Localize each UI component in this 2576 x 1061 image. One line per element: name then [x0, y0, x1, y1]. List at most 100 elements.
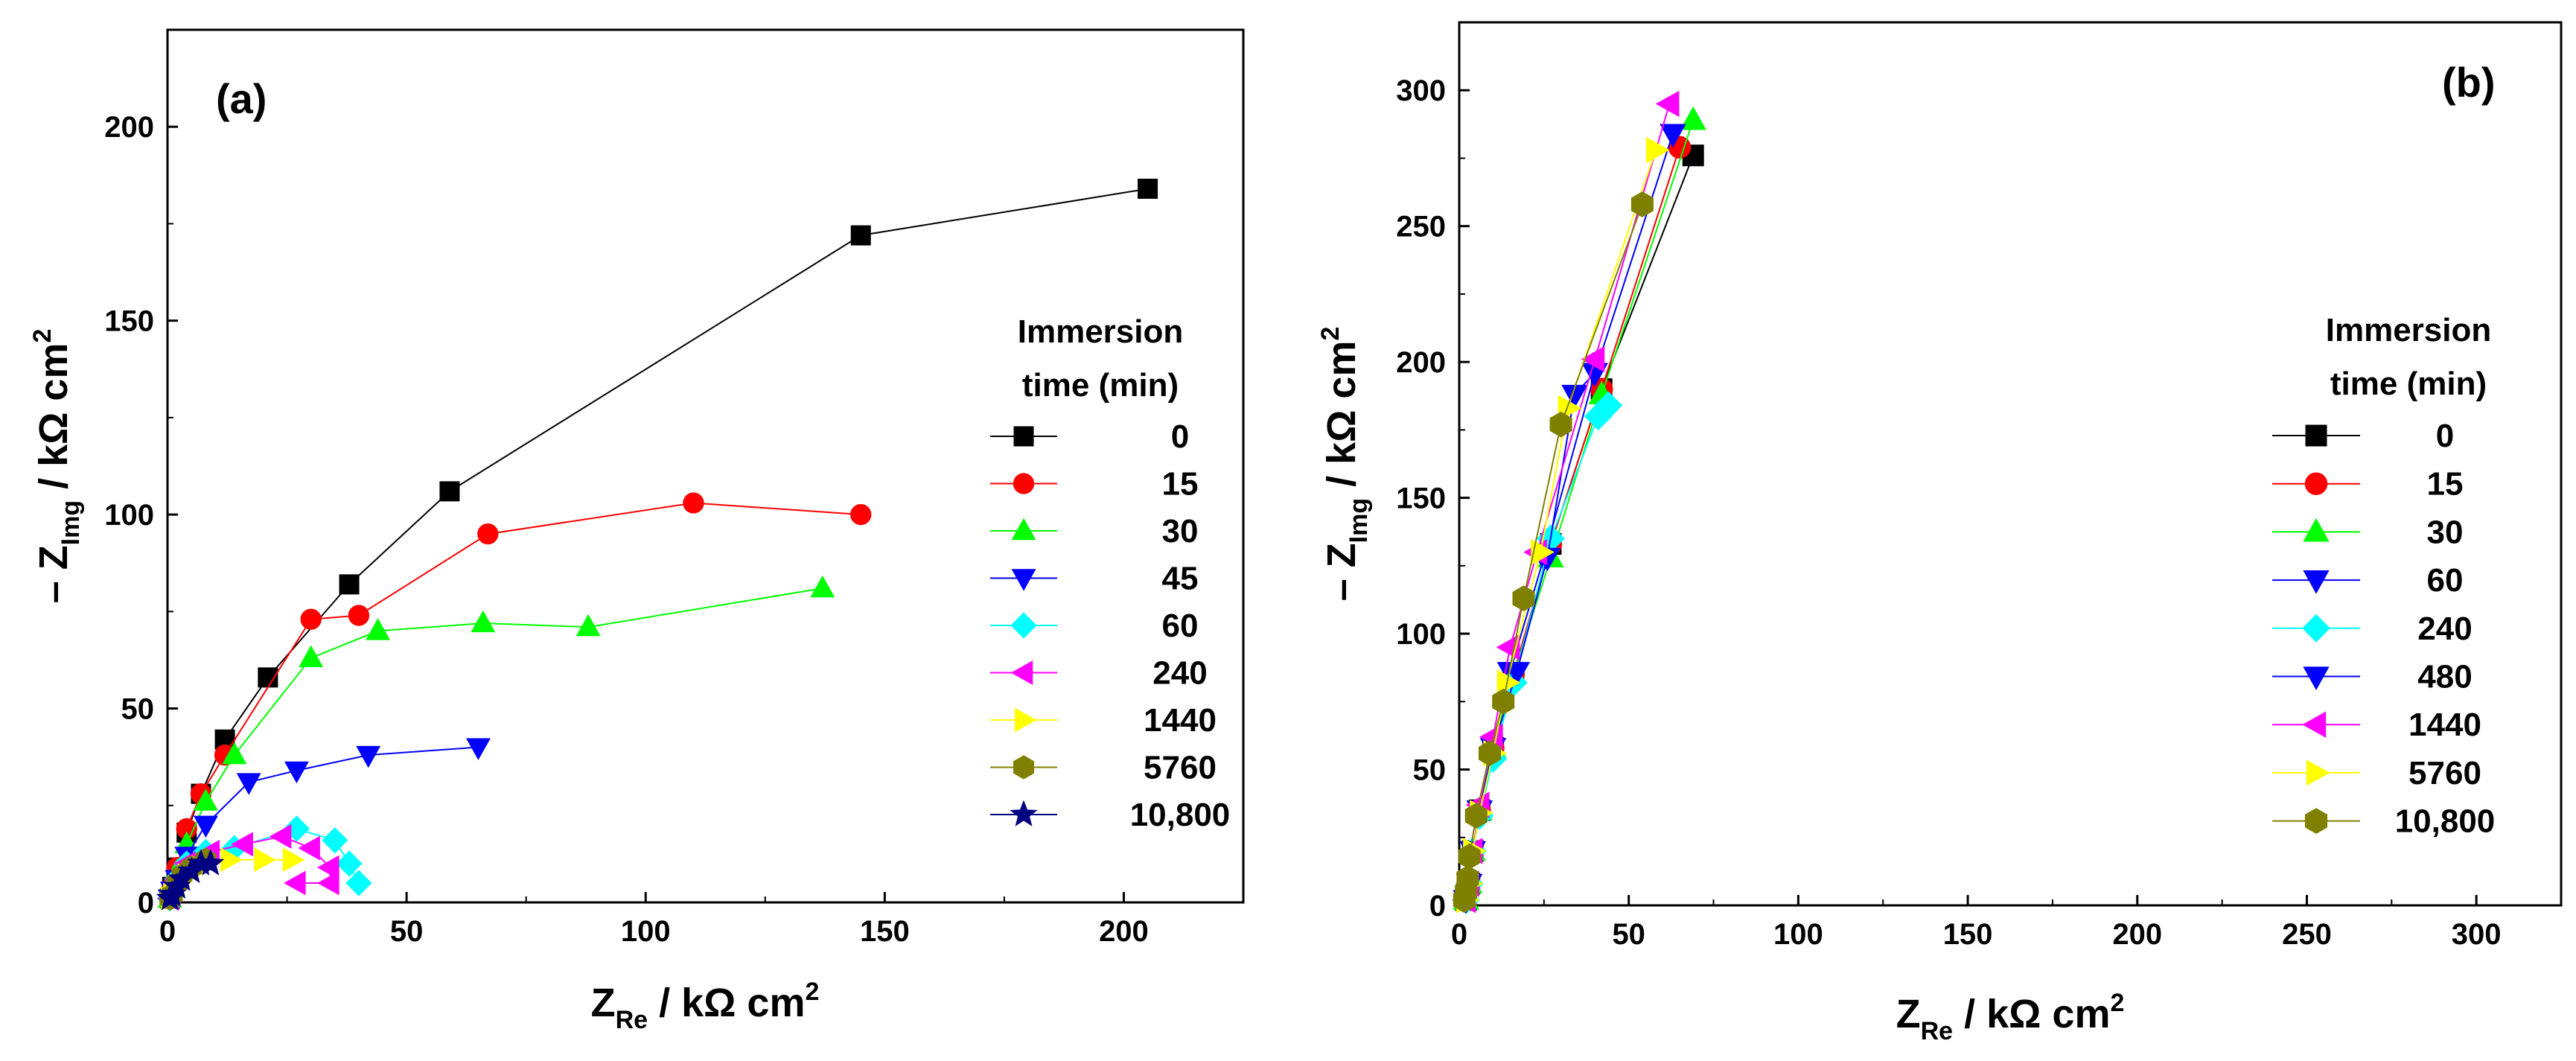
series-line — [169, 587, 823, 899]
legend-item: 0 — [2272, 418, 2454, 454]
data-point — [254, 847, 276, 873]
legend-label: 45 — [1162, 561, 1199, 597]
series-10800 — [1453, 191, 1654, 914]
data-point — [1512, 585, 1535, 612]
legend-marker — [1011, 569, 1036, 591]
x-tick-label: 50 — [390, 915, 424, 948]
legend-item: 240 — [2272, 611, 2473, 647]
data-point — [282, 847, 305, 873]
series-line — [169, 502, 861, 899]
data-point — [298, 835, 320, 861]
legend-item: 10,800 — [2272, 803, 2495, 840]
legend-label: 15 — [2427, 466, 2464, 503]
legend-label: 5760 — [1144, 750, 1217, 786]
y-axis-title-sub: Img — [57, 500, 85, 545]
y-tick-label: 50 — [121, 693, 155, 726]
legend-items-a: 0 15 30 45 60 240 1440 5760 10,800 — [990, 418, 1230, 833]
legend-label: 60 — [2427, 562, 2464, 599]
series-line — [1465, 120, 1695, 900]
data-point — [197, 849, 225, 876]
y-tick-label: 0 — [138, 887, 154, 920]
legend-a: Immersion time (min) 0 15 30 45 60 240 1440 576… — [990, 313, 1230, 833]
legend-item: 15 — [990, 466, 1198, 503]
data-point — [683, 492, 704, 514]
data-point — [576, 614, 601, 637]
data-point — [1581, 345, 1605, 373]
legend-marker — [2302, 614, 2330, 643]
legend-title-line2: time (min) — [2330, 366, 2487, 402]
data-point — [810, 575, 835, 598]
legend-label: 30 — [2427, 514, 2464, 550]
plot-frame-b — [1458, 21, 2563, 907]
legend-title-line1: Immersion — [1018, 313, 1184, 350]
y-tick-label: 300 — [1396, 74, 1446, 107]
legend-label: 240 — [2417, 611, 2472, 647]
legend-item: 240 — [990, 655, 1208, 692]
data-point — [193, 788, 218, 811]
series-0 — [1455, 144, 1704, 911]
data-point — [222, 742, 247, 765]
x-axis-title-unit: / kΩ cm — [648, 981, 805, 1025]
legend-item: 0 — [990, 418, 1189, 455]
data-point — [1561, 384, 1588, 409]
x-tick-label: 50 — [1612, 918, 1645, 951]
y-tick-label: 150 — [104, 305, 154, 338]
legend-item: 60 — [2272, 562, 2463, 599]
legend-item: 1440 — [990, 702, 1217, 739]
x-tick-label: 100 — [1773, 918, 1823, 951]
legend-title-line1: Immersion — [2326, 312, 2492, 348]
legend-marker — [2303, 570, 2330, 594]
legend-marker — [2304, 808, 2328, 834]
data-point — [284, 761, 309, 784]
series-layer-a — [156, 179, 1158, 912]
legend-label: 30 — [1162, 513, 1199, 549]
legend-marker — [1011, 517, 1036, 541]
y-axis-title-b: – ZImg / kΩ cm2 — [1316, 327, 1373, 602]
data-point — [348, 605, 370, 626]
data-point — [317, 870, 339, 896]
data-point — [1680, 106, 1706, 130]
x-axis-title-sub: Re — [616, 1006, 648, 1034]
data-point — [1458, 843, 1481, 870]
legend-title-line2: time (min) — [1022, 367, 1179, 404]
series-0 — [159, 179, 1158, 909]
data-point — [284, 870, 306, 896]
data-point — [1464, 803, 1488, 829]
data-point — [1549, 411, 1572, 438]
data-point — [471, 610, 496, 633]
y-axis-title-unit: / kΩ cm — [31, 343, 76, 500]
legend-label: 60 — [1162, 608, 1199, 644]
data-point — [850, 503, 872, 526]
y-tick-label: 0 — [1429, 890, 1446, 923]
y-tick-label: 200 — [1396, 346, 1446, 379]
y-axis-title-sup: 2 — [1316, 327, 1345, 341]
data-point — [317, 855, 339, 880]
data-point — [1594, 391, 1623, 420]
legend-marker — [1013, 473, 1035, 494]
y-axis-title-prefix: – Z — [1319, 543, 1364, 601]
x-tick-label: 150 — [860, 915, 910, 948]
data-point — [336, 850, 363, 877]
data-point — [850, 225, 871, 246]
data-point — [193, 815, 218, 838]
data-point — [236, 773, 261, 795]
x-tick-label: 0 — [159, 915, 176, 948]
data-point — [300, 608, 322, 630]
data-point — [439, 481, 460, 502]
legend-label: 0 — [1171, 418, 1189, 455]
legend-marker — [2303, 666, 2330, 691]
data-point — [269, 823, 292, 849]
axes-ticks-a: 0 50 100 150 200 0 50 100 150 200 — [104, 111, 1149, 948]
y-tick-label: 100 — [104, 499, 154, 532]
plot-frame-a — [166, 28, 1245, 904]
data-point — [1531, 538, 1555, 566]
series-30 — [1453, 106, 1706, 910]
x-tick-label: 100 — [621, 915, 671, 948]
data-point — [1655, 90, 1680, 118]
series-line — [169, 188, 1148, 899]
legend-label: 1440 — [2408, 707, 2481, 743]
x-tick-label: 150 — [1943, 918, 1993, 951]
